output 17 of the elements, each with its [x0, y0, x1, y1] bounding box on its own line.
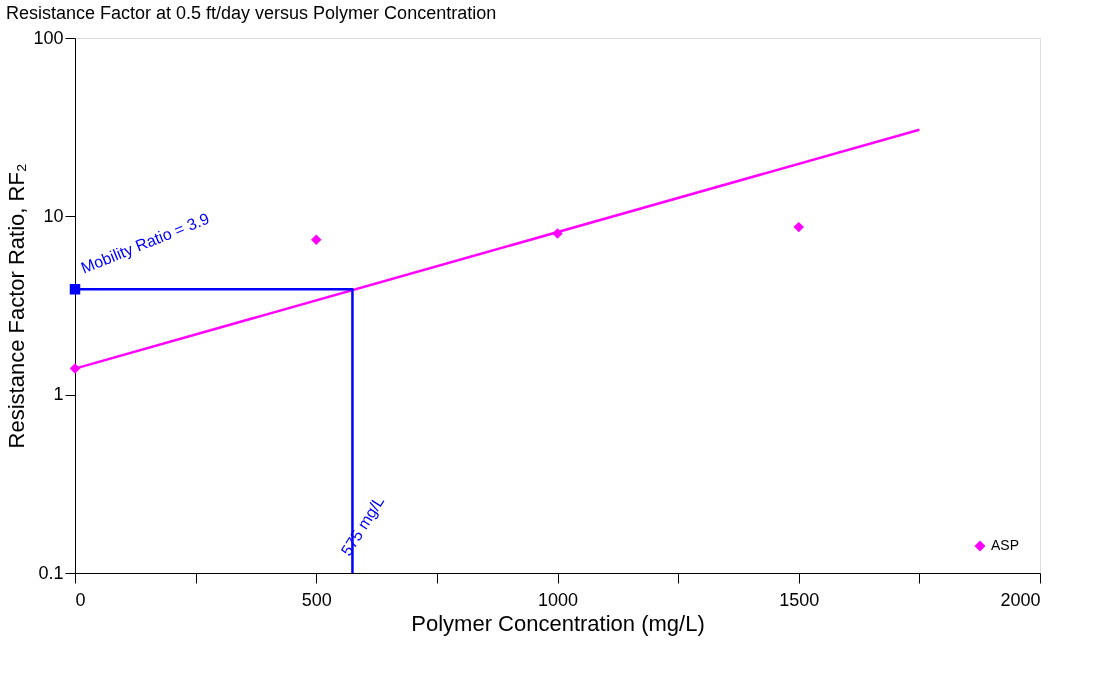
y-tick-label: 10: [43, 205, 64, 226]
point: [311, 234, 322, 245]
x-tick-label: 1500: [779, 589, 820, 610]
y-axis-title: Resistance Factor Ratio, RF₂: [4, 163, 30, 449]
y-tick-label: 0.1: [38, 562, 64, 583]
x-tick-label: 500: [301, 589, 332, 610]
y-tick-label: 1: [53, 384, 64, 405]
point: [793, 221, 804, 233]
legend-label: ASP: [991, 537, 1020, 553]
y-tick-label: 100: [33, 27, 64, 48]
x-axis-title: Polymer Concentration (mg/L): [411, 610, 705, 636]
annotation: Mobility Ratio = 3.9: [78, 209, 212, 277]
x-tick-label: 1000: [537, 589, 579, 610]
chart-title: Resistance Factor at 0.5 ft/day versus Polymer Concentration: [5, 3, 497, 23]
x-tick-label: 0: [75, 589, 86, 610]
x-tick-label: 2000: [1000, 589, 1041, 610]
point: [69, 284, 81, 295]
